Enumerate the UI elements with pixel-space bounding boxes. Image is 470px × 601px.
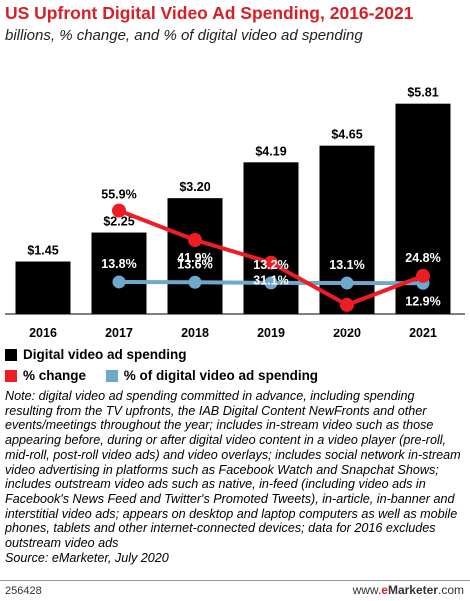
- legend-row-2: % change % of digital video ad spending: [5, 368, 334, 385]
- bar-label-2021: $5.81: [407, 86, 438, 100]
- legend-label-change: % change: [23, 368, 87, 383]
- change-point-2017: [112, 203, 126, 218]
- share-label-2018: 13.6%: [177, 257, 212, 271]
- bar-label-2017: $2.25: [103, 215, 134, 229]
- share-label-2020: 13.1%: [329, 258, 364, 272]
- legend-swatch-spend: [5, 348, 17, 361]
- share-point-2020: [340, 276, 354, 290]
- legend-item-spend: Digital video ad spending: [5, 347, 187, 362]
- chart-title: US Upfront Digital Video Ad Spending, 20…: [5, 3, 414, 23]
- chart-id: 256428: [5, 585, 42, 597]
- bar-label-2016: $1.45: [27, 244, 58, 258]
- chart-note: Note: digital video ad spending committe…: [5, 389, 463, 565]
- bar-2018: [167, 198, 223, 314]
- x-tick-2020: 2020: [333, 326, 361, 340]
- legend-swatch-change: [5, 369, 17, 382]
- brand-name: Marketer: [387, 583, 438, 597]
- share-point-2018: [188, 275, 202, 289]
- share-label-2021: 12.9%: [405, 294, 440, 308]
- legend-item-change: % change: [5, 368, 86, 383]
- brand-suffix: .com: [437, 583, 464, 597]
- note-text: Note: digital video ad spending committe…: [5, 389, 461, 551]
- change-point-2021: [416, 268, 430, 283]
- brand-e: e: [381, 583, 388, 597]
- source-text: Source: eMarketer, July 2020: [5, 550, 169, 565]
- share-point-2017: [112, 275, 126, 289]
- change-point-2019: [264, 255, 278, 270]
- bar-2016: [15, 261, 71, 314]
- change-point-2020: [340, 297, 354, 312]
- chart-subtitle: billions, % change, and % of digital vid…: [5, 27, 363, 44]
- legend-item-share: % of digital video ad spending: [105, 368, 319, 383]
- share-label-2017: 13.8%: [101, 257, 136, 271]
- legend-label-share: % of digital video ad spending: [123, 368, 319, 383]
- change-label-2019: 31.1%: [253, 274, 288, 288]
- legend-swatch-share: [105, 369, 118, 382]
- bar-label-2020: $4.65: [331, 128, 362, 142]
- x-tick-2018: 2018: [181, 326, 209, 340]
- footer-divider: [0, 580, 470, 581]
- brand-logo[interactable]: www.eMarketer.com: [353, 583, 464, 597]
- x-tick-2016: 2016: [29, 326, 57, 340]
- chart-area: $1.45 2016 $2.25 2017 $3.20 2018 $4.19 2019 $4.6…: [5, 86, 465, 340]
- change-point-2018: [188, 233, 202, 248]
- share-label-2019: 13.2%: [253, 258, 288, 272]
- bar-label-2019: $4.19: [255, 144, 286, 158]
- change-label-2021: 24.8%: [405, 251, 440, 265]
- x-tick-2017: 2017: [105, 326, 133, 340]
- legend-row-1: Digital video ad spending: [5, 347, 203, 364]
- legend-label-spend: Digital video ad spending: [23, 347, 187, 362]
- bar-2019: [243, 162, 299, 314]
- share-point-2019: [264, 276, 278, 290]
- x-tick-2019: 2019: [257, 326, 285, 340]
- change-label-2018: 41.9%: [177, 251, 212, 265]
- change-label-2020: 11.0%: [330, 318, 365, 332]
- brand-prefix: www.: [352, 583, 382, 597]
- bar-2017: [91, 232, 147, 314]
- bar-label-2018: $3.20: [179, 180, 210, 194]
- x-tick-2021: 2021: [409, 326, 437, 340]
- change-label-2017: 55.9%: [101, 188, 136, 202]
